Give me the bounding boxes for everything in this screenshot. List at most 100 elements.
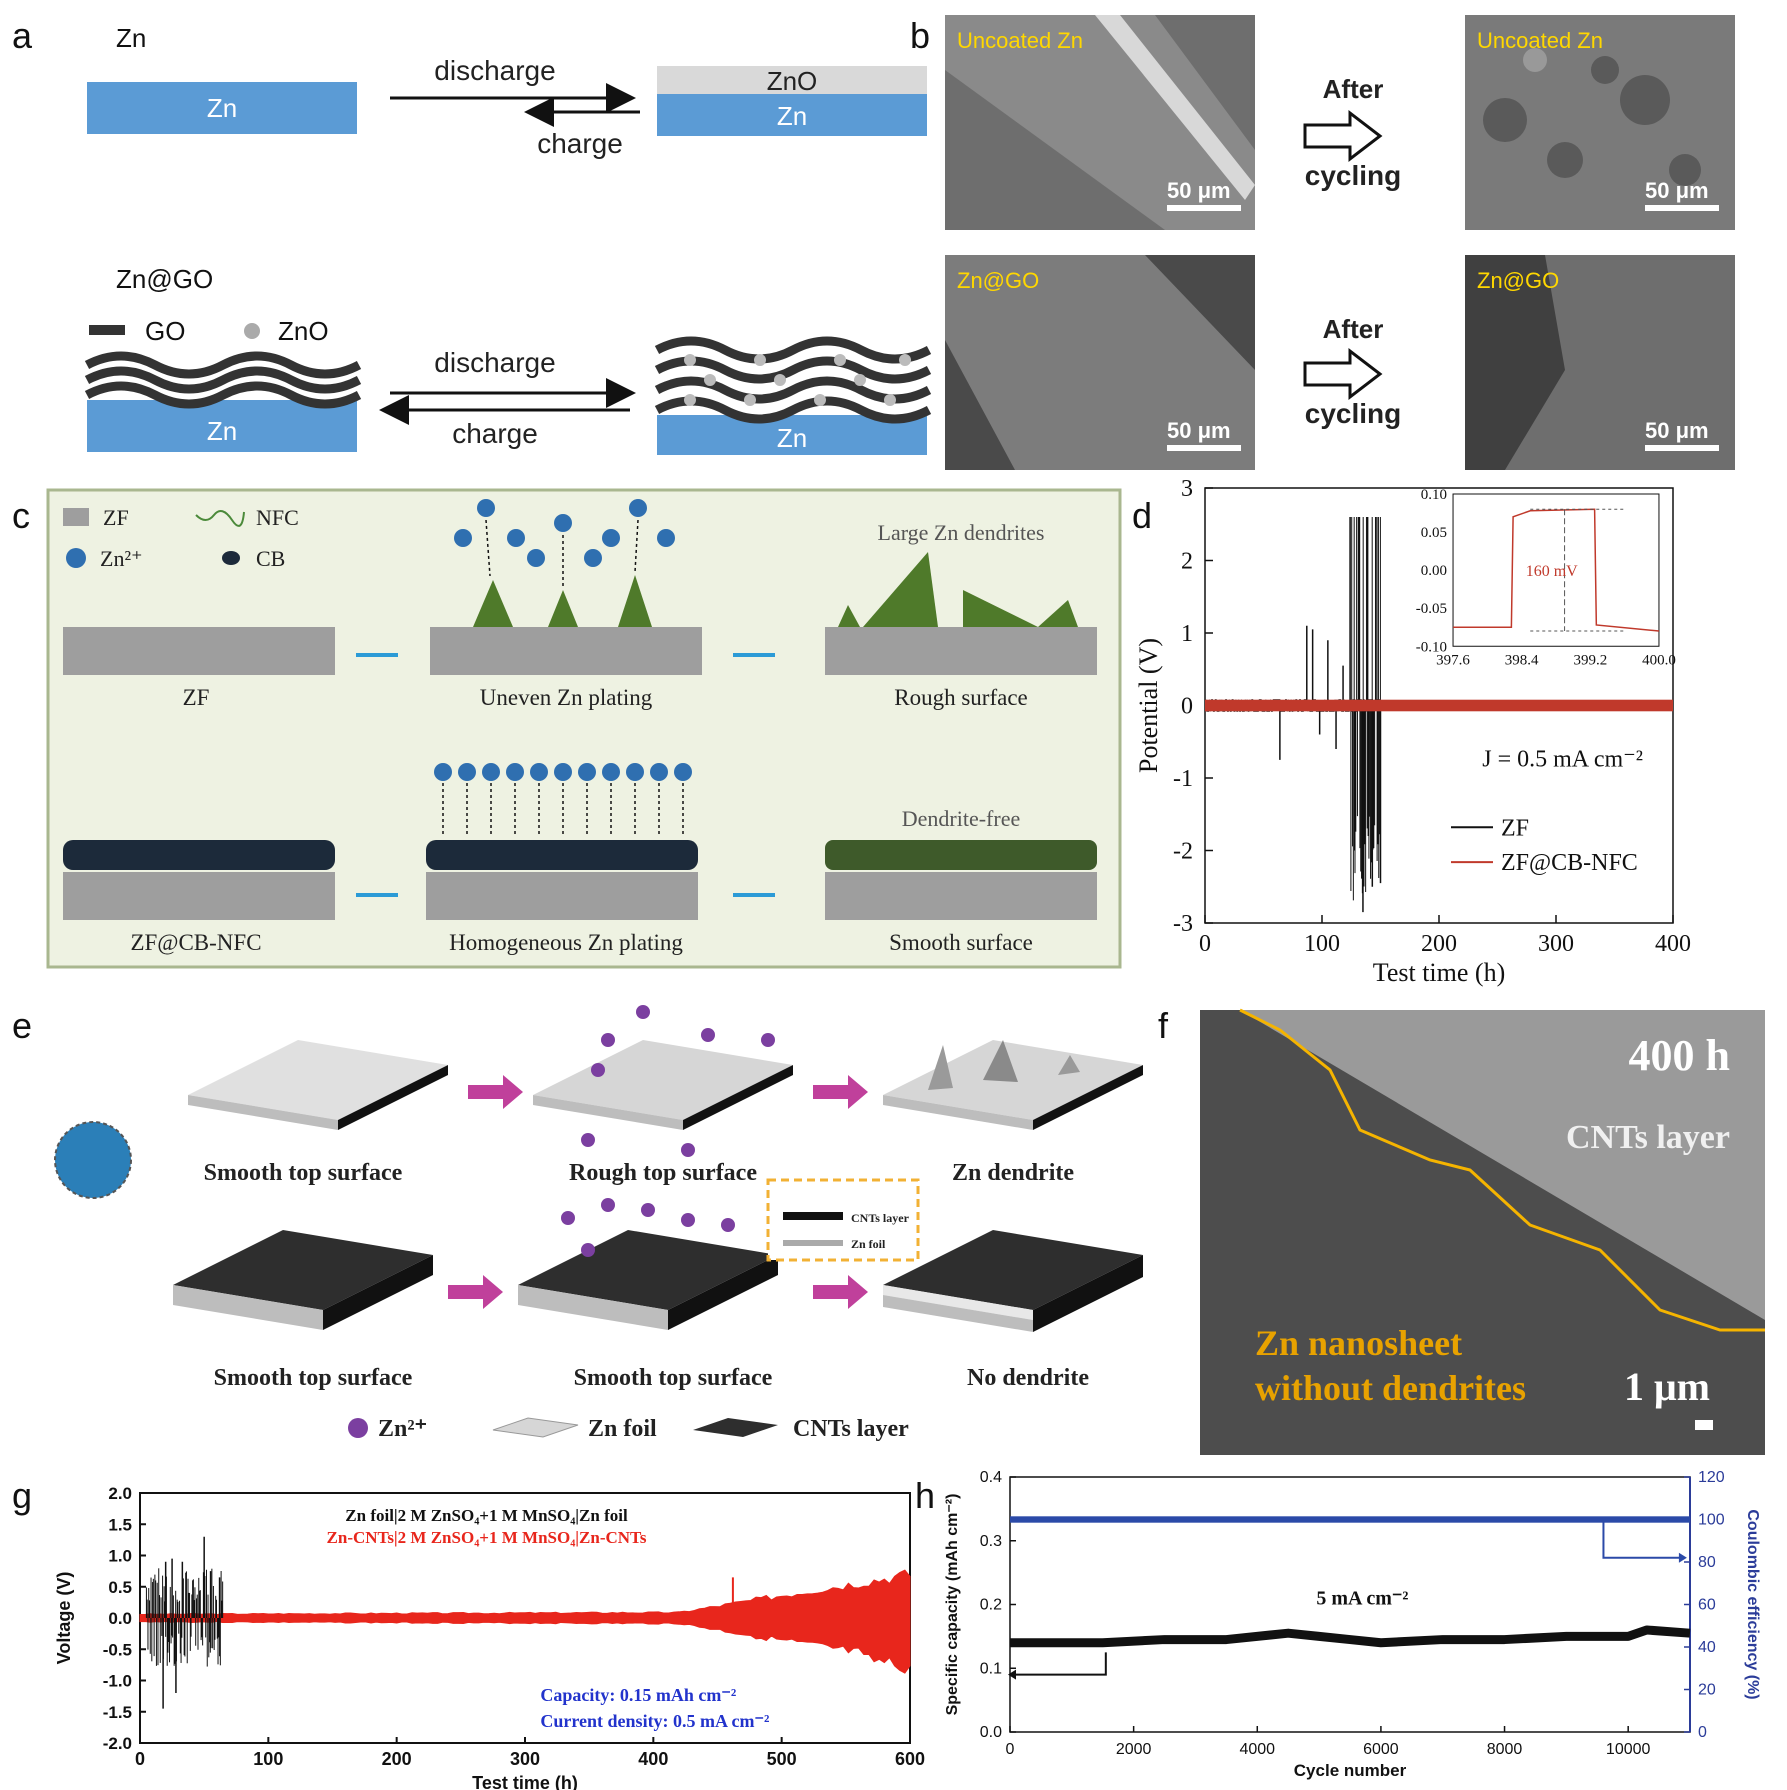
h-capacity-axis-arrow (1010, 1652, 1107, 1676)
h-y2-tick-label: 60 (1698, 1597, 1716, 1614)
d-inset-y-tick-label: 0.05 (1421, 525, 1447, 541)
d-annotation: J = 0.5 mA cm⁻² (1482, 746, 1643, 772)
panel-c-schematic: ZF NFC Zn²⁺ CB Large Zn dendrites ZF Une… (46, 488, 1122, 969)
discharge-label-2: discharge (434, 347, 555, 378)
rough-foil-top (533, 1005, 793, 1157)
cnt-zoom-bubble (54, 1121, 132, 1199)
d-legend-zf: ZF (1501, 815, 1529, 841)
after-label-1: After (1323, 74, 1384, 104)
panel-label-e: e (12, 1005, 33, 1046)
h-capacity-series (1010, 1625, 1691, 1648)
g-note-capacity: Capacity: 0.15 mAh cm⁻² (540, 1685, 736, 1705)
scale-label-4: 50 μm (1645, 418, 1709, 443)
dendrite-free-layer (825, 840, 1097, 870)
g-legend-foil: Zn foil|2 M ZnSO₄+1 M MnSO₄|Zn foil (345, 1506, 628, 1525)
e-bottom-label-2: Smooth top surface (574, 1365, 773, 1391)
panel-label-a: a (12, 15, 33, 56)
g-y-tick-label: -2.0 (103, 1734, 132, 1753)
panel-e-schematic: Smooth top surface Rough top surface Zn … (54, 1005, 1143, 1442)
h-y2-tick-label: 80 (1698, 1554, 1716, 1571)
sem-zngo-before (945, 255, 1255, 470)
zngo-label-2: Zn@GO (1477, 268, 1559, 293)
zn-ion (506, 763, 524, 781)
zn-label-2: Zn (777, 101, 807, 131)
zn-foil-legend-swatch (492, 1417, 579, 1438)
charge-label: charge (537, 128, 623, 159)
scale-bar-4 (1645, 445, 1719, 451)
h-x-tick-label: 4000 (1239, 1741, 1275, 1758)
f-scale-bar (1695, 1420, 1713, 1430)
d-inset-label: 160 mV (1526, 563, 1578, 580)
scale-label-2: 50 μm (1645, 178, 1709, 203)
d-y-tick-label: 1 (1181, 621, 1193, 647)
zno-legend-swatch (244, 323, 260, 339)
go-layers-right (654, 336, 932, 455)
discharge-label: discharge (434, 55, 555, 86)
d-y-tick-label: -1 (1173, 766, 1193, 792)
zn-label: Zn (207, 93, 237, 123)
c-top-label-1: ZF (183, 685, 210, 710)
scale-label-1: 50 μm (1167, 178, 1231, 203)
scale-bar-2 (1645, 205, 1719, 211)
c-bottom-label-1: ZF@CB-NFC (130, 930, 261, 955)
homogeneous-slab (426, 872, 698, 920)
zno-legend: ZnO (278, 316, 329, 346)
panel-label-b: b (910, 15, 931, 56)
zn-ion (578, 763, 596, 781)
g-x-tick-label: 0 (135, 1749, 145, 1769)
zn-slab (87, 82, 357, 134)
c-bottom-label-2: Homogeneous Zn plating (449, 930, 683, 955)
h-capacity-arrowhead (1008, 1669, 1016, 1680)
e-top-label-3: Zn dendrite (952, 1160, 1074, 1186)
go-legend: GO (145, 316, 185, 346)
h-y2-tick-label: 100 (1698, 1512, 1725, 1529)
uneven-slab (430, 627, 702, 675)
h-efficiency-arrowhead (1678, 1552, 1687, 1563)
c-top-label-2: Uneven Zn plating (480, 685, 653, 710)
smooth-slab (825, 872, 1097, 920)
cb-nfc-layer-1 (63, 840, 335, 870)
zf-legend-swatch (63, 508, 89, 526)
sem-uncoated-after (1465, 15, 1735, 230)
cnt-layer-region (1240, 1010, 1765, 1320)
cnt-foil-bottom-3 (883, 1230, 1143, 1332)
d-y-tick-label: -2 (1173, 839, 1193, 865)
g-series-cnt-envelope (139, 1569, 911, 1674)
scale-bar-1 (1167, 205, 1241, 211)
g-x-axis-label: Test time (h) (472, 1773, 578, 1790)
cnt-inset-layer (783, 1212, 843, 1220)
g-y-tick-label: -1.5 (103, 1703, 132, 1722)
g-x-tick-label: 300 (510, 1749, 540, 1769)
panel-label-f: f (1158, 1005, 1169, 1046)
c-top-label-3: Rough surface (894, 685, 1028, 710)
g-note-current: Current density: 0.5 mA cm⁻² (540, 1711, 769, 1731)
panel-label-g: g (12, 1475, 33, 1516)
e-top-label-2: Rough top surface (569, 1160, 757, 1186)
f-nano-label-2: without dendrites (1255, 1368, 1526, 1408)
d-inset-y-tick-label: 0.00 (1421, 563, 1447, 579)
boundary-line (1239, 1008, 1765, 1332)
zn-ion (674, 763, 692, 781)
h-y-axis-label: Specific capacity (mAh cm⁻²) (944, 1494, 961, 1716)
zn-slab-2 (657, 94, 927, 136)
d-y-axis-label: Potential (V) (1134, 638, 1163, 773)
chart-h: 0 2000 4000 6000 8000 10000 0.0 0.1 0.2 0.3 0.4 0 20… (944, 1469, 1761, 1780)
h-annotation: 5 mA cm⁻² (1316, 1588, 1408, 1610)
h-x-tick-label: 10000 (1606, 1741, 1651, 1758)
dendrite-foil-top (883, 1040, 1143, 1130)
h-y-tick-label: 0.4 (980, 1469, 1002, 1486)
smooth-foil-top (188, 1040, 448, 1130)
after-label-2: After (1323, 314, 1384, 344)
zn-ion (602, 763, 620, 781)
inset-foil-label: Zn foil (851, 1237, 886, 1251)
e-arrow-3 (448, 1275, 503, 1309)
uncoated-label-1: Uncoated Zn (957, 28, 1083, 53)
zfcb-slab (63, 872, 335, 920)
cnt-layer-legend-swatch (693, 1418, 778, 1437)
charge-label-2: charge (452, 418, 538, 449)
e-arrow-1 (468, 1075, 523, 1109)
d-x-tick-label: 200 (1421, 931, 1457, 957)
h-y2-axis-label: Coulombic efficiency (%) (1744, 1509, 1761, 1699)
nfc-legend: NFC (256, 505, 299, 530)
h-y-tick-label: 0.1 (980, 1660, 1002, 1677)
